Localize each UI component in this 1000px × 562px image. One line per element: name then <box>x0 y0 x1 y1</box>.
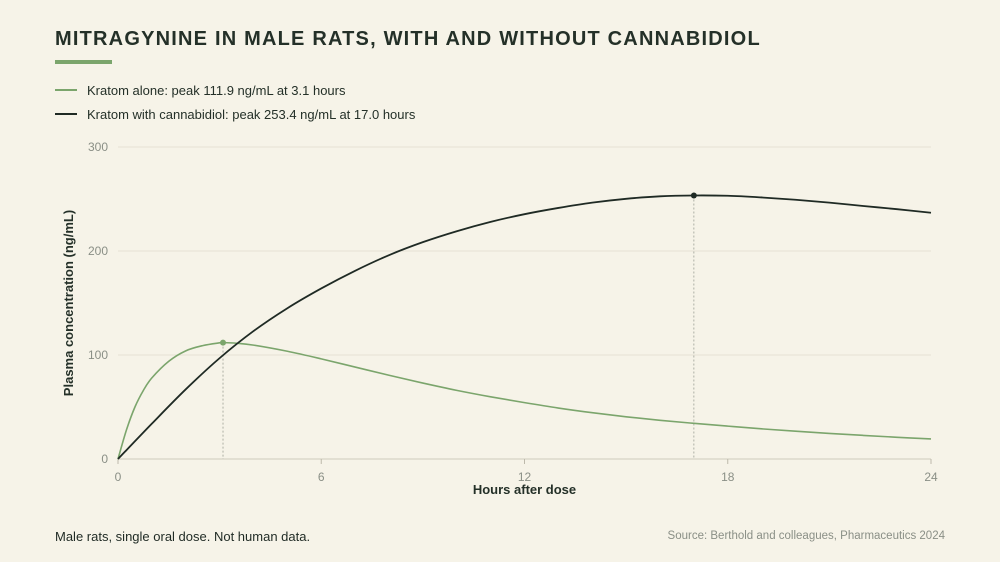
peak-marker-kratom-cbd <box>690 192 697 199</box>
x-tick-label-24: 24 <box>924 470 938 484</box>
title-accent-bar <box>55 60 112 64</box>
x-tick-label-12: 12 <box>518 470 532 484</box>
y-tick-label-300: 300 <box>88 140 108 154</box>
legend-swatch-kratom-cbd <box>55 113 77 115</box>
peak-markers <box>220 192 697 346</box>
x-tick-label-6: 6 <box>318 470 325 484</box>
x-axis-title: Hours after dose <box>473 482 576 497</box>
footnote: Male rats, single oral dose. Not human d… <box>55 529 311 544</box>
legend-swatch-kratom-alone <box>55 89 77 91</box>
source-credit: Source: Berthold and colleagues, Pharmac… <box>667 530 945 542</box>
y-tick-label-0: 0 <box>101 452 108 466</box>
legend-item-kratom-cbd: Kratom with cannabidiol: peak 253.4 ng/m… <box>55 102 415 126</box>
peak-marker-kratom-alone <box>220 339 227 346</box>
y-tick-label-200: 200 <box>88 244 108 258</box>
peak-guides <box>222 195 695 459</box>
legend: Kratom alone: peak 111.9 ng/mL at 3.1 ho… <box>55 78 415 126</box>
series-lines <box>117 194 932 460</box>
grid-lines <box>118 146 931 460</box>
x-tick-label-18: 18 <box>721 470 735 484</box>
x-tick-labels: 0 6 12 18 24 <box>115 459 938 484</box>
x-tick-label-0: 0 <box>115 470 122 484</box>
y-tick-labels: 0 100 200 300 <box>88 140 108 466</box>
y-axis-title: Plasma concentration (ng/mL) <box>61 210 76 396</box>
legend-label-kratom-cbd: Kratom with cannabidiol: peak 253.4 ng/m… <box>87 106 416 122</box>
y-tick-label-100: 100 <box>88 348 108 362</box>
legend-label-kratom-alone: Kratom alone: peak 111.9 ng/mL at 3.1 ho… <box>87 82 346 98</box>
series-line-kratom-alone <box>117 341 932 460</box>
series-line-kratom-cbd <box>117 194 932 460</box>
chart-title: MITRAGYNINE IN MALE RATS, WITH AND WITHO… <box>55 28 761 50</box>
legend-item-kratom-alone: Kratom alone: peak 111.9 ng/mL at 3.1 ho… <box>55 78 415 102</box>
